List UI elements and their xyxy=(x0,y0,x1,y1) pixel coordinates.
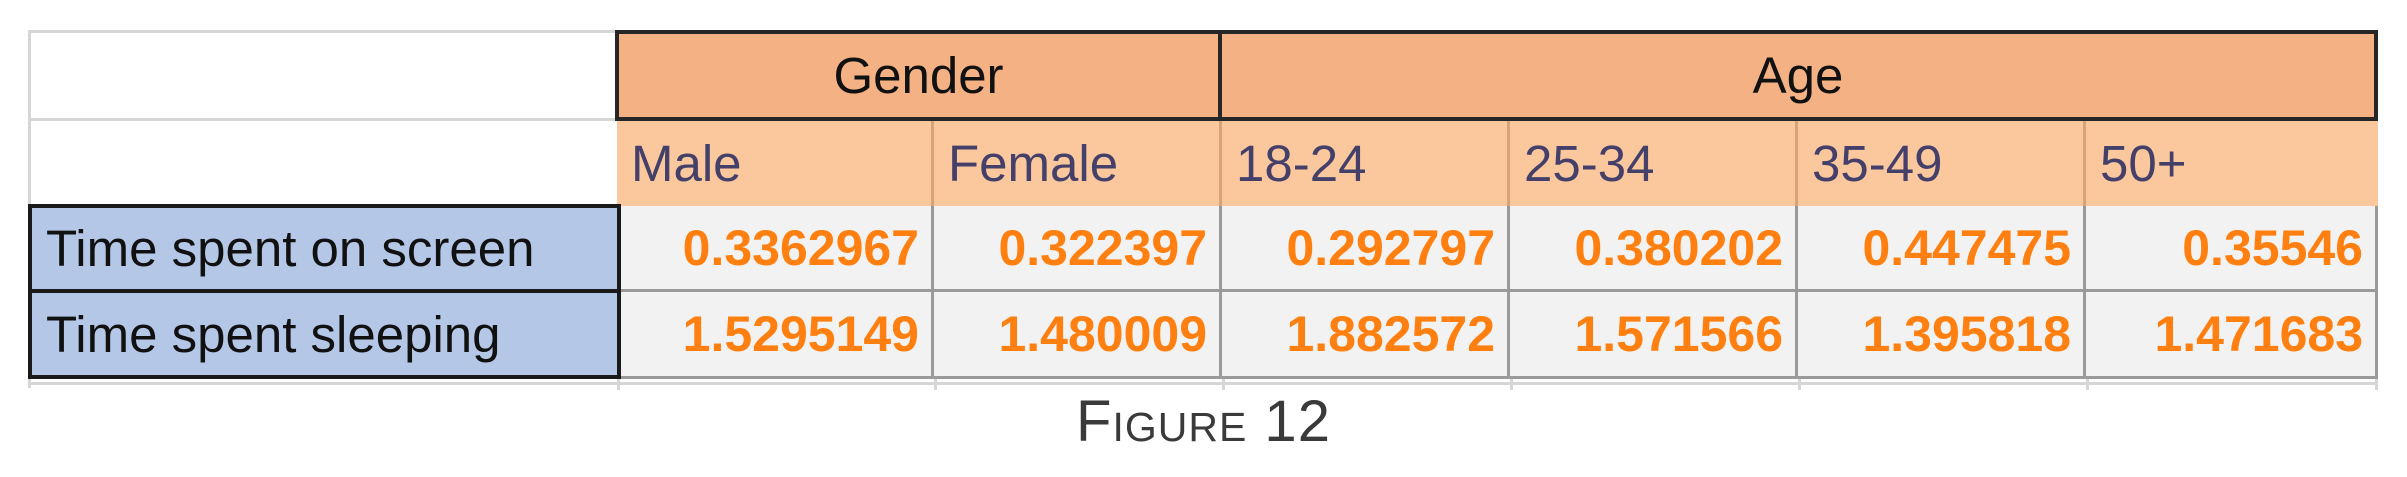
gridline xyxy=(28,30,31,210)
gridline xyxy=(1222,376,1225,390)
subheader-age-50-plus[interactable]: 50+ xyxy=(2086,121,2378,206)
table-cell[interactable]: 0.447475 xyxy=(1798,206,2086,292)
table-cell[interactable]: 1.480009 xyxy=(934,292,1222,379)
table-cell[interactable]: 0.322397 xyxy=(934,206,1222,292)
subheader-age-35-49[interactable]: 35-49 xyxy=(1798,121,2086,206)
gridline xyxy=(28,382,2378,385)
row-label-screen-time[interactable]: Time spent on screen xyxy=(28,204,621,293)
gridline xyxy=(1510,376,1513,390)
figure-caption: Figure 12 xyxy=(1076,389,1331,454)
table-cell[interactable]: 1.882572 xyxy=(1222,292,1510,379)
table-cell[interactable]: 0.292797 xyxy=(1222,206,1510,292)
subheader-age-18-24[interactable]: 18-24 xyxy=(1222,121,1510,206)
gridline xyxy=(617,376,620,390)
header-gender[interactable]: Gender xyxy=(615,30,1222,121)
gridline xyxy=(2086,376,2089,390)
table-cell[interactable]: 1.395818 xyxy=(1798,292,2086,379)
table-cell[interactable]: 1.471683 xyxy=(2086,292,2378,379)
table-cell[interactable]: 1.5295149 xyxy=(621,292,934,379)
spreadsheet-table: Gender Age Male Female 18-24 25-34 35-49… xyxy=(28,30,2378,390)
table-cell[interactable]: 0.35546 xyxy=(2086,206,2378,292)
gridline xyxy=(28,376,31,388)
table-cell[interactable]: 0.3362967 xyxy=(621,206,934,292)
subheader-male[interactable]: Male xyxy=(617,121,934,206)
gridline xyxy=(2375,376,2378,390)
subheader-female[interactable]: Female xyxy=(934,121,1222,206)
header-age[interactable]: Age xyxy=(1218,30,2378,121)
subheader-age-25-34[interactable]: 25-34 xyxy=(1510,121,1798,206)
table-cell[interactable]: 1.571566 xyxy=(1510,292,1798,379)
table-cell[interactable]: 0.380202 xyxy=(1510,206,1798,292)
row-label-sleep-time[interactable]: Time spent sleeping xyxy=(28,289,621,379)
gridline xyxy=(1798,376,1801,390)
gridline xyxy=(28,118,618,121)
gridline xyxy=(934,376,937,390)
